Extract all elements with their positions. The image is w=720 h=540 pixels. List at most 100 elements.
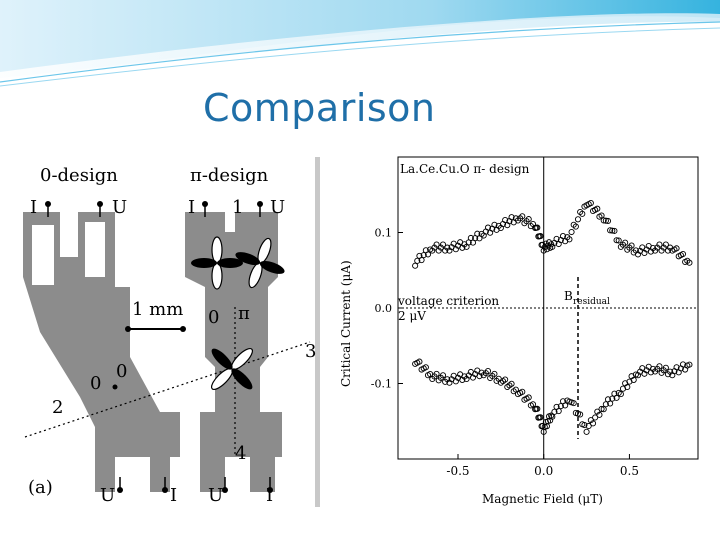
data-point (537, 233, 544, 240)
data-point (551, 408, 558, 415)
data-point (566, 236, 573, 243)
data-point (686, 259, 693, 266)
zero-design-slot-2 (85, 222, 105, 277)
dwave-lobe-right (235, 237, 285, 289)
annotation-voltage: voltage criterion (397, 294, 499, 308)
data-point (572, 223, 579, 230)
annotation-residual: residual (573, 297, 610, 307)
data-point (577, 411, 584, 418)
label-U-top-right: U (270, 197, 285, 218)
data-point (611, 227, 618, 234)
slide-title: Comparison (203, 86, 436, 130)
data-point (574, 216, 582, 223)
data-point (508, 214, 515, 221)
label-0-left-2: 0 (116, 361, 127, 382)
label-U-top-left: U (112, 197, 127, 218)
data-point (604, 217, 612, 225)
data-point (491, 370, 498, 377)
data-point (587, 200, 594, 207)
label-4: 4 (235, 443, 246, 464)
data-point (609, 395, 616, 402)
data-point (585, 422, 592, 430)
label-U-bottom-right: U (208, 485, 223, 506)
data-point (602, 217, 609, 224)
data-point (412, 262, 419, 269)
data-point (491, 221, 498, 228)
x-tick-label: 0.5 (620, 464, 639, 478)
annotation-B: B (564, 289, 573, 303)
scale-bar-label: 1 mm (132, 299, 183, 320)
data-point (568, 228, 575, 236)
x-tick-label: -0.5 (446, 464, 469, 478)
header-swoosh (0, 0, 720, 87)
data-point (600, 406, 607, 413)
data-point (617, 391, 624, 398)
data-point (613, 394, 620, 401)
data-point (673, 364, 680, 371)
data-point (540, 247, 547, 254)
data-point (559, 233, 567, 240)
data-point (679, 361, 687, 368)
data-point (686, 361, 693, 368)
data-point (598, 212, 605, 219)
data-point (422, 364, 429, 371)
data-point (570, 400, 577, 407)
data-point (534, 224, 541, 231)
label-U-bottom-left: U (100, 485, 115, 506)
dwave-lobe-bottom (210, 347, 254, 391)
data-point (424, 251, 432, 258)
data-point (615, 237, 622, 244)
data-point (439, 372, 447, 379)
data-point (679, 250, 687, 258)
data-point (602, 401, 609, 408)
data-point (508, 380, 515, 387)
data-point (555, 408, 562, 415)
data-point (543, 246, 550, 253)
y-tick-label: 0.1 (375, 227, 393, 240)
label-2: 2 (52, 397, 63, 418)
label-pi-mid: π (238, 303, 250, 324)
label-1: 1 (232, 197, 243, 218)
heading-zero-design: 0-design (40, 165, 118, 186)
zero-design-slot (32, 225, 54, 285)
data-point (583, 428, 590, 435)
data-point (525, 216, 532, 223)
data-point (592, 414, 599, 421)
data-point (579, 210, 586, 217)
contact-leads (47, 204, 271, 490)
y-tick-label: -0.1 (371, 378, 392, 391)
y-tick-label: 0.0 (375, 302, 393, 315)
data-point (600, 217, 607, 224)
label-I-bottom-right: I (266, 485, 273, 506)
data-point (656, 241, 663, 248)
heading-pi-design: π-design (190, 165, 269, 186)
data-point (416, 358, 423, 365)
data-point (624, 383, 631, 391)
data-point (519, 388, 526, 395)
data-point (553, 235, 560, 242)
data-point (594, 205, 601, 212)
data-point (607, 400, 614, 407)
data-point (557, 403, 564, 410)
data-point (607, 227, 614, 234)
data-point (433, 370, 440, 377)
data-point (673, 245, 680, 252)
data-point (414, 257, 421, 264)
data-point (662, 364, 669, 371)
data-point (630, 376, 637, 383)
data-point (529, 401, 537, 408)
zero-design-sample (23, 212, 180, 492)
data-point (549, 413, 556, 420)
data-point (609, 227, 616, 234)
panel-label: (a) (28, 477, 53, 498)
data-point (484, 367, 492, 375)
y-axis-label: Critical Current (μA) (339, 260, 353, 387)
x-axis-label: Magnetic Field (μT) (482, 492, 603, 506)
data-point (418, 257, 425, 264)
label-0-left: 0 (90, 373, 101, 394)
data-point (525, 394, 532, 401)
data-point (581, 421, 588, 429)
label-0-mid: 0 (208, 307, 219, 328)
data-point (622, 239, 629, 246)
junction-geometry-figure: 0-design π-design I U I 1 U 1 mm 0 π 3 0… (20, 157, 320, 507)
